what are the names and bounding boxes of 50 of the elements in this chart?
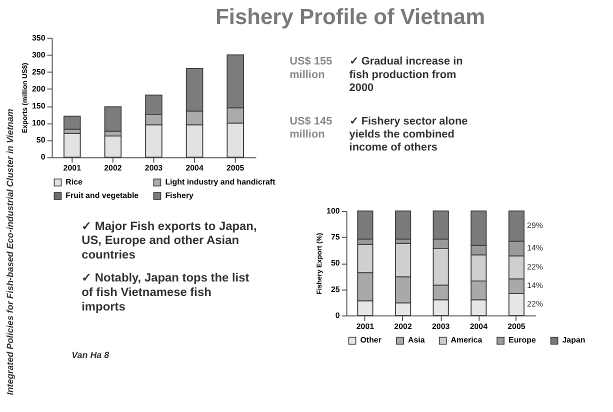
bar [63,132,81,158]
y-tick-label: 100 [326,206,340,216]
x-tick-label: 2002 [104,164,122,173]
x-tick-label: 2004 [186,164,204,173]
y-tick-label: 250 [32,67,46,76]
legend-label: Light industry and handicraft [165,178,276,187]
legend-label: Japan [562,336,586,345]
y-tick-label: 50 [36,136,46,145]
y-tick-label: 25 [330,284,340,294]
text: Integrated Policies for Fish-based Eco-industrial Cluster in Vietnam [4,108,15,396]
y-tick-label: 50 [330,258,340,268]
text: ✓ Fishery sector alone yields the combined income of others [349,115,468,154]
x-tick-label: 2005 [226,164,245,173]
annotation: 29% [527,221,543,230]
legend-label: Rice [66,178,84,187]
legend-label: Europe [508,336,536,345]
text: US$ 145 million [290,115,332,141]
text: Van Ha 8 [72,350,110,360]
x-tick-label: 2002 [394,322,412,331]
x-tick-label: 2003 [144,164,164,173]
text: Fishery Profile of Vietnam [216,4,486,29]
x-tick-label: 2001 [356,322,375,331]
annotation: 22% [527,262,543,272]
annotation: 14% [527,244,543,253]
x-tick-label: 2001 [63,164,82,173]
legend-label: Fishery [165,191,194,200]
y-tick-label: 0 [335,310,340,320]
y-tick-label: 300 [32,50,46,60]
y-tick-label: 75 [330,232,340,242]
x-tick-label: 2004 [470,322,488,331]
text: ✓ Gradual increase in fish production from 2000 [349,56,463,94]
annotation: 22% [527,299,543,308]
y-tick-label: 100 [32,118,46,128]
bar [63,116,81,130]
x-tick-label: 2003 [432,322,450,331]
x-tick-label: 2005 [508,322,526,331]
legend-label: Asia [408,336,426,345]
legend-label: America [450,336,483,345]
legend-label: Fruit and vegetable [66,191,140,200]
text: ✓ Notably, Japan tops the list of fish Vietnamese fish imports [82,270,250,314]
text: US$ 155 million [290,56,332,81]
y-tick-label: 200 [32,84,46,94]
y-tick-label: 150 [32,102,46,111]
legend-label: Other [360,336,382,345]
text: ✓ Major Fish exports to Japan, US, Europe and other Asian countries [82,218,257,262]
bar [104,136,122,158]
annotation: 14% [527,281,543,290]
bar [394,210,412,240]
y-tick-label: 0 [40,152,46,162]
y-tick-label: 350 [32,33,46,42]
